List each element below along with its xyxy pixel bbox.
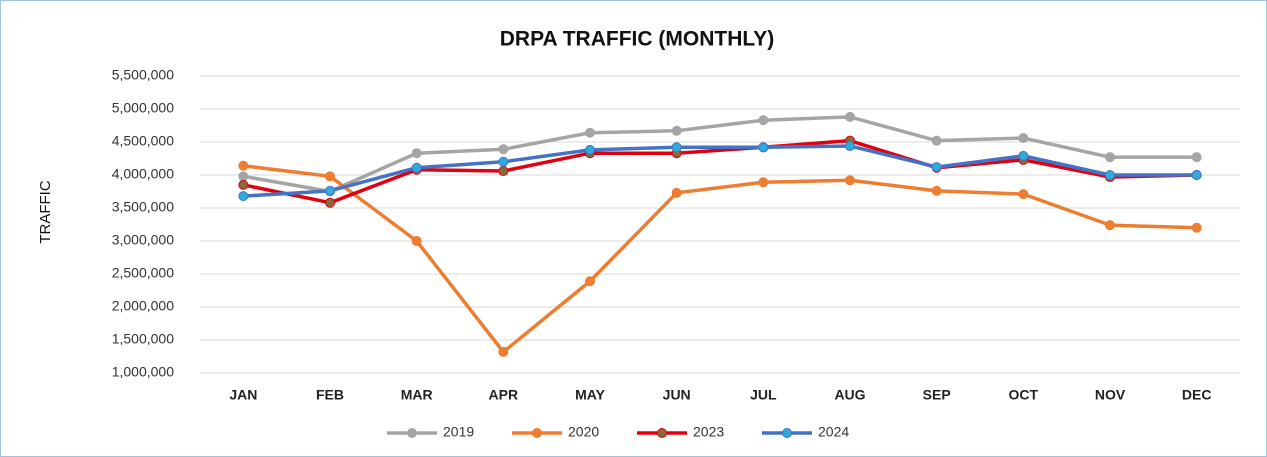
y-tick-label: 4,500,000	[112, 133, 174, 149]
series-line	[243, 164, 1197, 354]
data-point	[411, 148, 422, 159]
data-point	[671, 187, 682, 198]
legend-marker	[657, 428, 667, 438]
x-tick-label: JUL	[750, 387, 777, 403]
data-point	[1018, 189, 1029, 200]
y-tick-label: 3,000,000	[112, 232, 174, 248]
data-point	[845, 111, 855, 122]
x-tick-label: MAY	[575, 387, 605, 403]
data-point	[758, 142, 769, 153]
y-tick-label: 3,500,000	[112, 199, 174, 215]
data-point	[931, 162, 942, 173]
x-tick-label: JAN	[229, 387, 257, 403]
x-tick-label: APR	[489, 387, 519, 403]
data-point	[325, 171, 335, 182]
data-point	[325, 185, 335, 196]
chart-title: DRPA TRAFFIC (MONTHLY)	[500, 28, 775, 51]
series-line	[243, 115, 1197, 194]
data-point	[238, 160, 249, 171]
y-tick-label: 1,500,000	[112, 331, 174, 347]
legend-label: 2019	[443, 424, 474, 440]
series-line	[243, 144, 1197, 198]
data-point	[238, 191, 249, 202]
x-tick-label: FEB	[316, 387, 344, 403]
data-point	[1105, 220, 1115, 231]
x-tick-label: MAR	[401, 387, 433, 403]
data-point	[411, 162, 422, 173]
series-line	[242, 138, 1197, 205]
data-point	[845, 175, 855, 186]
data-point	[671, 142, 682, 153]
data-point	[758, 115, 769, 126]
data-point	[238, 179, 249, 190]
x-tick-label: JUN	[663, 387, 691, 403]
y-axis-label: TRAFFIC	[37, 180, 54, 243]
data-point	[238, 171, 249, 182]
legend-marker	[407, 428, 417, 438]
legend-marker	[532, 428, 542, 438]
legend-label: 2020	[568, 424, 599, 440]
x-tick-label: OCT	[1009, 387, 1039, 403]
data-point	[931, 185, 942, 196]
data-point	[498, 166, 509, 177]
data-point	[1191, 222, 1202, 233]
data-point	[1191, 152, 1202, 163]
legend-marker	[782, 428, 792, 438]
y-tick-label: 4,000,000	[112, 166, 174, 182]
data-point	[585, 276, 595, 287]
x-tick-label: DEC	[1182, 387, 1212, 403]
data-point	[498, 346, 509, 357]
data-point	[1191, 170, 1202, 180]
x-tick-label: SEP	[923, 387, 951, 403]
data-point	[325, 197, 335, 208]
data-point	[845, 140, 855, 151]
data-point	[1105, 152, 1115, 163]
legend-label: 2023	[693, 424, 724, 440]
x-tick-label: NOV	[1095, 387, 1126, 403]
data-point	[411, 236, 422, 246]
y-tick-label: 2,000,000	[112, 298, 174, 314]
data-point	[931, 135, 942, 146]
data-point	[671, 125, 682, 136]
data-point	[585, 127, 595, 138]
legend-label: 2024	[818, 424, 849, 440]
data-point	[498, 156, 509, 167]
data-point	[1018, 150, 1029, 161]
x-tick-label: AUG	[834, 387, 865, 403]
data-point	[498, 144, 509, 155]
data-point	[758, 177, 769, 188]
y-tick-label: 2,500,000	[112, 265, 174, 281]
data-point	[585, 144, 595, 155]
data-point	[1018, 133, 1029, 144]
data-point	[1105, 170, 1115, 180]
y-tick-label: 5,500,000	[112, 67, 174, 83]
y-tick-label: 5,000,000	[112, 100, 174, 116]
y-tick-label: 1,000,000	[112, 364, 174, 380]
